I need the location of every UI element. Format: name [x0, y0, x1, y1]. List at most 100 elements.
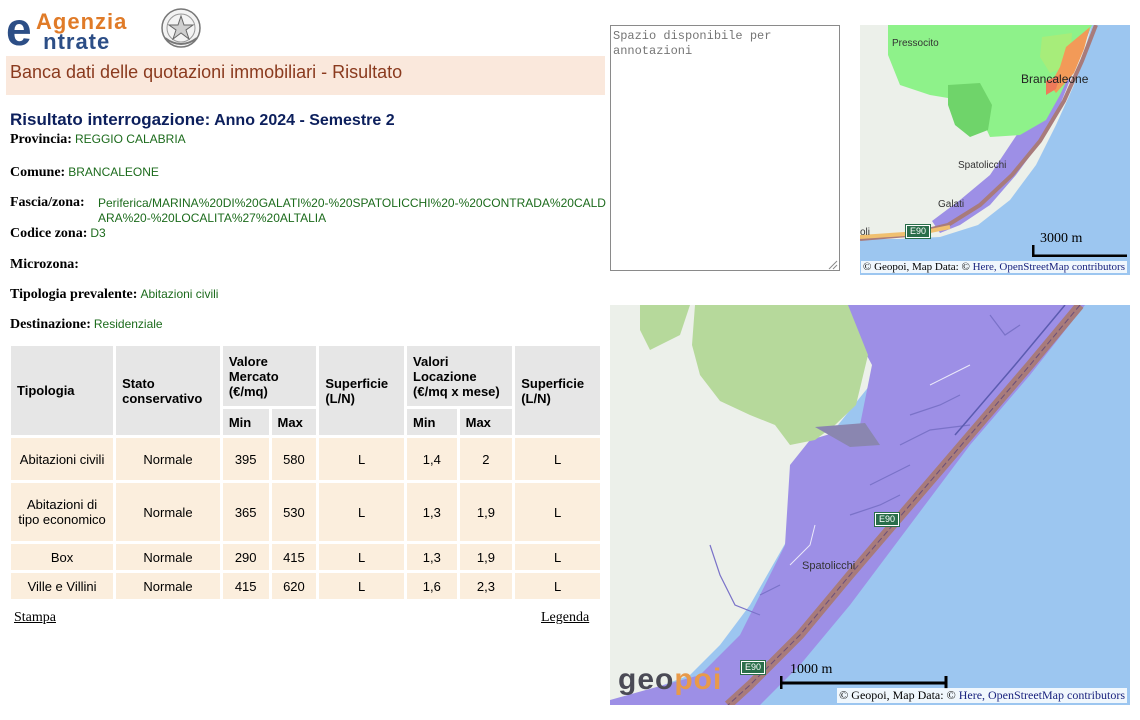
cell-vm-max: 415 — [271, 544, 317, 570]
cell-vl-min: 1,6 — [407, 573, 457, 599]
cell-vm-min: 365 — [222, 483, 269, 541]
quotations-table: Tipologia Stato conservativo Valore Merc… — [8, 343, 603, 602]
comune-value: BRANCALEONE — [68, 165, 159, 179]
cell-superficie-2: L — [515, 483, 600, 541]
logo-text-agenzia: Agenzia — [36, 9, 128, 34]
header-valori-locazione: Valori Locazione (€/mq x mese) — [407, 346, 513, 406]
result-title-label: Risultato interrogazione: — [10, 110, 211, 129]
table-row: Abitazioni civili Normale 395 580 L 1,4 … — [11, 438, 600, 480]
microzona-row: Microzona: — [10, 257, 82, 273]
cell-vl-min: 1,3 — [407, 483, 457, 541]
map-scale-label: 3000 m — [1040, 231, 1083, 246]
cell-tipologia: Box — [11, 544, 114, 570]
header-vl-max: Max — [459, 409, 513, 435]
textarea-resize-grip-icon[interactable] — [827, 259, 838, 270]
overview-map[interactable]: Pressocito Brancaleone Spatolicchi Galat… — [860, 25, 1130, 275]
notes-textarea[interactable] — [610, 25, 840, 271]
agenzia-entrate-logo: e Agenzia ntrate — [6, 4, 201, 54]
cell-stato: Normale — [116, 544, 220, 570]
cell-stato: Normale — [116, 573, 220, 599]
cell-stato: Normale — [116, 483, 220, 541]
map-attribution: © Geopoi, Map Data: © Here, OpenStreetMa… — [860, 261, 1127, 273]
cell-superficie-1: L — [319, 573, 405, 599]
place-oli: oli — [860, 227, 871, 238]
provincia-row: Provincia: REGGIO CALABRIA — [10, 132, 186, 148]
destinazione-row: Destinazione: Residenziale — [10, 317, 163, 333]
cell-vl-max: 1,9 — [459, 483, 513, 541]
codice-zona-value: D3 — [90, 226, 106, 240]
tipologia-prevalente-label: Tipologia prevalente: — [10, 287, 138, 302]
provincia-value: REGGIO CALABRIA — [74, 132, 186, 146]
detail-map[interactable]: Spatolicchi E90 E90 geopoi 1000 m © Geop… — [610, 305, 1130, 705]
cell-vm-max: 580 — [271, 438, 317, 480]
map-scale-bar-icon — [1032, 245, 1127, 257]
cell-vl-max: 2,3 — [459, 573, 513, 599]
cell-superficie-1: L — [319, 483, 405, 541]
detail-map-scale-label: 1000 m — [790, 662, 833, 677]
table-row: Ville e Villini Normale 415 620 L 1,6 2,… — [11, 573, 600, 599]
header-superficie-2: Superficie (L/N) — [515, 346, 600, 435]
header-vm-min: Min — [222, 409, 269, 435]
place-pressocito: Pressocito — [892, 38, 939, 49]
cell-vl-max: 1,9 — [459, 544, 513, 570]
cell-vl-max: 2 — [459, 438, 513, 480]
detail-map-canvas — [610, 305, 1085, 705]
detail-map-scale-bar-icon — [780, 676, 948, 689]
table-row: Box Normale 290 415 L 1,3 1,9 L — [11, 544, 600, 570]
cell-superficie-2: L — [515, 544, 600, 570]
destinazione-value: Residenziale — [93, 317, 163, 331]
header-vl-min: Min — [407, 409, 457, 435]
fascia-value: Periferica/MARINA%20DI%20GALATI%20-%20SP… — [98, 196, 606, 225]
cell-tipologia: Abitazioni di tipo economico — [11, 483, 114, 541]
table-row: Abitazioni di tipo economico Normale 365… — [11, 483, 600, 541]
cell-vl-min: 1,4 — [407, 438, 457, 480]
place-spatolicchi: Spatolicchi — [958, 160, 1007, 171]
fascia-label: Fascia/zona: — [10, 195, 85, 210]
logo-text-entrate: ntrate — [43, 29, 111, 54]
codice-zona-label: Codice zona: — [10, 226, 88, 241]
result-title-value: Anno 2024 - Semestre 2 — [214, 112, 395, 129]
header-tipologia: Tipologia — [11, 346, 114, 435]
cell-superficie-2: L — [515, 438, 600, 480]
cell-vm-min: 415 — [222, 573, 269, 599]
cell-vm-max: 530 — [271, 483, 317, 541]
cell-vm-max: 620 — [271, 573, 317, 599]
cell-vm-min: 395 — [222, 438, 269, 480]
road-e90-shield-2: E90 — [739, 660, 767, 675]
cell-superficie-2: L — [515, 573, 600, 599]
place-spatolicchi-detail: Spatolicchi — [802, 560, 856, 572]
comune-row: Comune: BRANCALEONE — [10, 165, 159, 181]
cell-tipologia: Abitazioni civili — [11, 438, 114, 480]
comune-label: Comune: — [10, 165, 66, 180]
road-e90-shield: E90 — [904, 224, 932, 239]
place-brancaleone: Brancaleone — [1021, 72, 1089, 86]
logo-e-glyph: e — [6, 3, 32, 55]
page-title-band: Banca dati delle quotazioni immobiliari … — [6, 56, 605, 95]
cell-stato: Normale — [116, 438, 220, 480]
road-e90-shield-1: E90 — [873, 512, 901, 527]
provincia-label: Provincia: — [10, 132, 72, 147]
header-superficie-1: Superficie (L/N) — [319, 346, 405, 435]
destinazione-label: Destinazione: — [10, 317, 91, 332]
microzona-label: Microzona: — [10, 257, 79, 272]
tipologia-prevalente-value: Abitazioni civili — [140, 287, 219, 301]
codice-zona-row: Codice zona: D3 — [10, 226, 106, 242]
place-galati: Galati — [938, 199, 965, 210]
cell-tipologia: Ville e Villini — [11, 573, 114, 599]
geopoi-logo: geopoi — [618, 663, 723, 696]
stampa-link[interactable]: Stampa — [14, 610, 56, 625]
cell-superficie-1: L — [319, 438, 405, 480]
result-title: Risultato interrogazione: Anno 2024 - Se… — [10, 110, 395, 130]
detail-map-attribution: © Geopoi, Map Data: © Here, OpenStreetMa… — [837, 688, 1127, 703]
header-vm-max: Max — [271, 409, 317, 435]
page-title: Banca dati delle quotazioni immobiliari … — [10, 62, 403, 82]
cell-vl-min: 1,3 — [407, 544, 457, 570]
header-valore-mercato: Valore Mercato (€/mq) — [222, 346, 317, 406]
cell-vm-min: 290 — [222, 544, 269, 570]
cell-superficie-1: L — [319, 544, 405, 570]
header-stato-conservativo: Stato conservativo — [116, 346, 220, 435]
italian-republic-emblem-icon — [161, 8, 201, 48]
legenda-link[interactable]: Legenda — [541, 610, 590, 625]
overview-map-canvas — [860, 25, 1098, 241]
tipologia-prevalente-row: Tipologia prevalente: Abitazioni civili — [10, 287, 218, 303]
